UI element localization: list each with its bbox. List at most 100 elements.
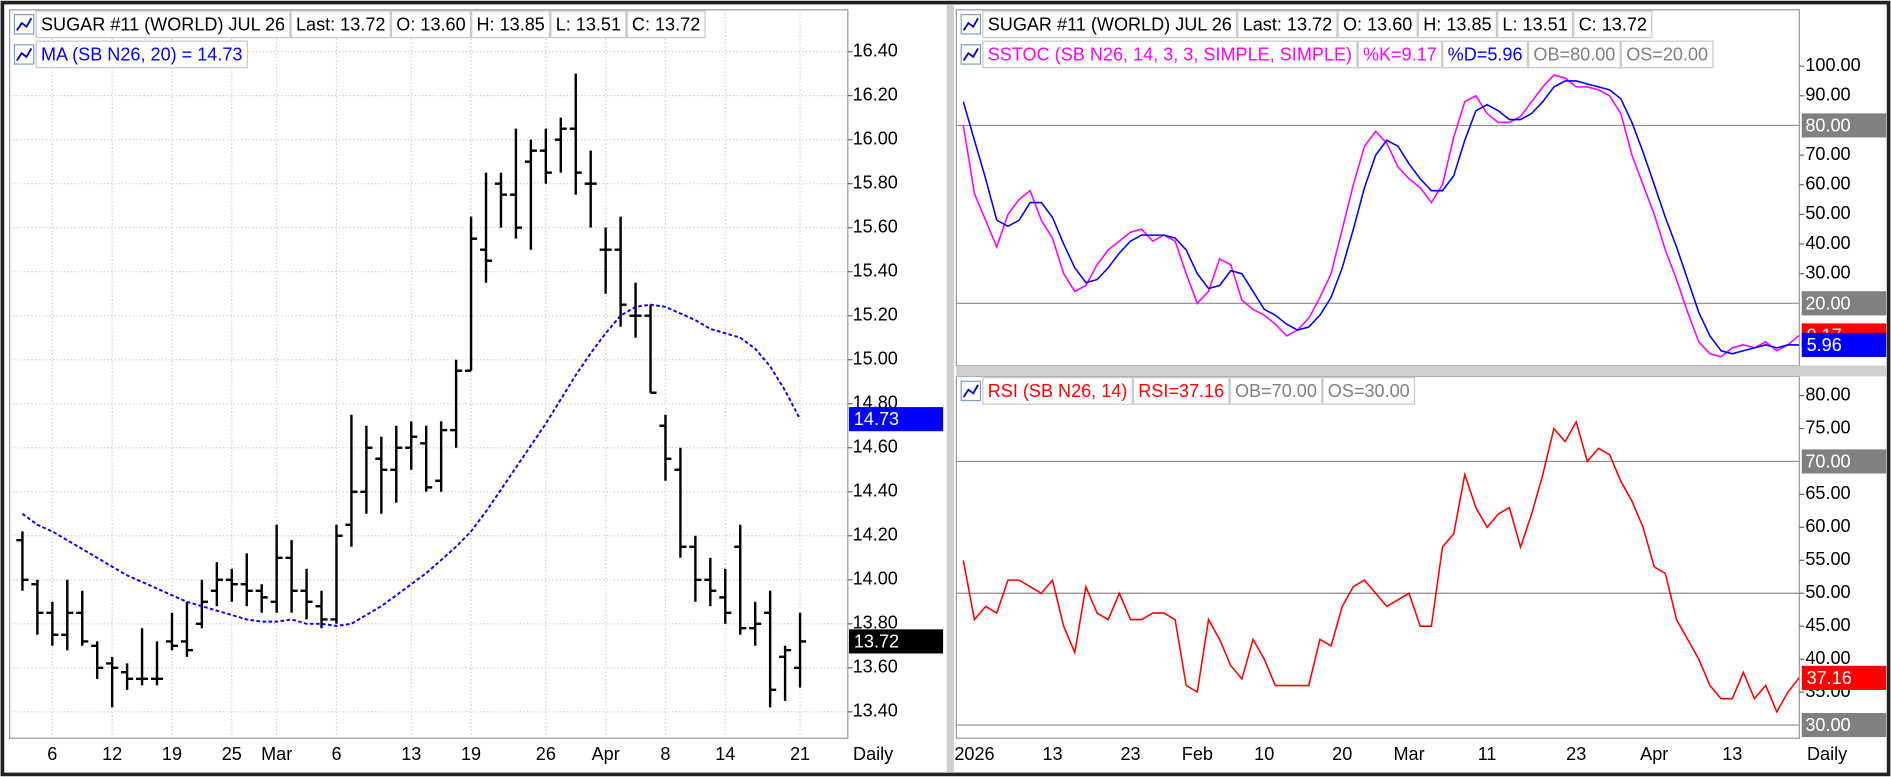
legend-text: %D=5.96 — [1448, 44, 1523, 64]
x-tick-label: 19 — [162, 744, 182, 764]
panel-frame — [9, 9, 849, 739]
x-tick-label: 14 — [715, 744, 735, 764]
y-tick-label: 55.00 — [1805, 549, 1850, 569]
legend-text: H: 13.85 — [1423, 14, 1491, 34]
x-tick-label: Mar — [1394, 744, 1425, 764]
x-tick-label: 13 — [1722, 744, 1742, 764]
y-tick-label: 70.00 — [1805, 144, 1850, 164]
legend-text: RSI=37.16 — [1138, 381, 1224, 401]
y-tick-label: 15.60 — [853, 216, 898, 236]
series-line — [962, 419, 1800, 714]
x-tick-label: 20 — [1332, 744, 1352, 764]
x-tick-label: 6 — [47, 744, 57, 764]
y-tick-label: 14.60 — [853, 437, 898, 457]
legend-icon — [962, 47, 979, 61]
value-box-label: 37.16 — [1807, 668, 1852, 688]
x-tick-label: 23 — [1566, 744, 1586, 764]
x-tick-label: 19 — [461, 744, 481, 764]
legend-text: O: 13.60 — [396, 14, 465, 34]
legend-icon — [16, 17, 33, 31]
legend-text: L: 13.51 — [1502, 14, 1567, 34]
value-box-label: 5.96 — [1807, 335, 1842, 355]
legend-box — [390, 10, 472, 39]
legend-box — [35, 10, 291, 39]
x-tick-label: 2026 — [954, 744, 994, 764]
y-tick-label: 14.20 — [853, 525, 898, 545]
x-tick-label: 12 — [102, 744, 122, 764]
reference-label: 80.00 — [1805, 115, 1850, 135]
legend-box — [35, 40, 248, 69]
y-tick-label: 80.00 — [1805, 384, 1850, 404]
legend-box — [982, 40, 1358, 69]
y-tick-label: 13.40 — [853, 701, 898, 721]
x-tick-label: Feb — [1182, 744, 1213, 764]
legend-text: C: 13.72 — [1579, 14, 1647, 34]
legend-icon — [16, 47, 33, 61]
legend-box — [1237, 10, 1338, 39]
legend-box — [550, 10, 627, 39]
legend-text: C: 13.72 — [632, 14, 700, 34]
legend-text: H: 13.85 — [477, 14, 545, 34]
legend-box — [1527, 40, 1621, 69]
x-tick-label: 26 — [536, 744, 556, 764]
legend-text: OB=80.00 — [1533, 44, 1615, 64]
legend-text: OB=70.00 — [1235, 381, 1317, 401]
y-tick-label: 40.00 — [1805, 233, 1850, 253]
reference-label: 20.00 — [1805, 293, 1850, 313]
legend-box — [1573, 10, 1653, 39]
value-box — [849, 629, 944, 654]
x-tick-label: Apr — [1640, 744, 1668, 764]
legend-text: RSI (SB N26, 14) — [988, 381, 1128, 401]
x-tick-label: 6 — [331, 744, 341, 764]
x-tick-label: 8 — [660, 744, 670, 764]
legend-text: L: 13.51 — [556, 14, 621, 34]
legend-text: O: 13.60 — [1343, 14, 1412, 34]
y-tick-label: 50.00 — [1805, 203, 1850, 223]
value-box — [1801, 332, 1887, 358]
legend-box — [471, 10, 551, 39]
reference-label: 30.00 — [1805, 715, 1850, 735]
y-tick-label: 90.00 — [1805, 85, 1850, 105]
y-tick-label: 100.00 — [1805, 55, 1860, 75]
legend-box — [1442, 40, 1528, 69]
value-box-label: 14.73 — [854, 409, 899, 429]
y-tick-label: 15.00 — [853, 349, 898, 369]
legend-text: %K=9.17 — [1363, 44, 1437, 64]
y-tick-label: 15.20 — [853, 304, 898, 324]
x-tick-label: 23 — [1120, 744, 1140, 764]
legend-box — [626, 10, 706, 39]
legend-box — [982, 377, 1133, 405]
y-tick-label: 60.00 — [1805, 174, 1850, 194]
legend-text: MA (SB N26, 20) = 14.73 — [41, 44, 242, 64]
y-tick-label: 50.00 — [1805, 582, 1850, 602]
legend-text: SSTOC (SB N26, 14, 3, 3, SIMPLE, SIMPLE) — [988, 44, 1352, 64]
legend-text: SUGAR #11 (WORLD) JUL 26 — [988, 14, 1232, 34]
y-tick-label: 40.00 — [1805, 648, 1850, 668]
legend-box — [1229, 377, 1323, 405]
x-tick-label: 10 — [1254, 744, 1274, 764]
x-tick-label: 21 — [790, 744, 810, 764]
legend-box — [1357, 40, 1443, 69]
legend-box — [1322, 377, 1416, 405]
y-tick-label: 75.00 — [1805, 417, 1850, 437]
legend-icon — [962, 384, 979, 398]
legend-box — [1132, 377, 1230, 405]
x-tick-label: 11 — [1478, 744, 1497, 764]
y-tick-label: 16.00 — [853, 128, 898, 148]
legend-text: OS=30.00 — [1328, 381, 1410, 401]
panel-divider — [946, 4, 954, 773]
x-tick-label: Mar — [261, 744, 292, 764]
legend-icon — [962, 17, 979, 31]
y-tick-label: 15.40 — [853, 260, 898, 280]
legend-box — [290, 10, 391, 39]
y-tick-label: 45.00 — [1805, 615, 1850, 635]
y-tick-label: 14.00 — [853, 569, 898, 589]
x-axis-label: Daily — [853, 744, 893, 764]
y-tick-label: 16.20 — [853, 84, 898, 104]
reference-box — [1801, 712, 1887, 738]
series-line — [962, 80, 1800, 355]
x-tick-label: Apr — [592, 744, 620, 764]
